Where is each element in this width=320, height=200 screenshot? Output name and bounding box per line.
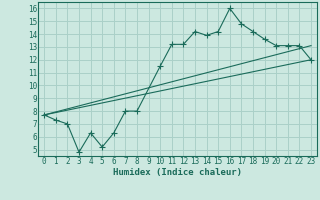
X-axis label: Humidex (Indice chaleur): Humidex (Indice chaleur) xyxy=(113,168,242,177)
